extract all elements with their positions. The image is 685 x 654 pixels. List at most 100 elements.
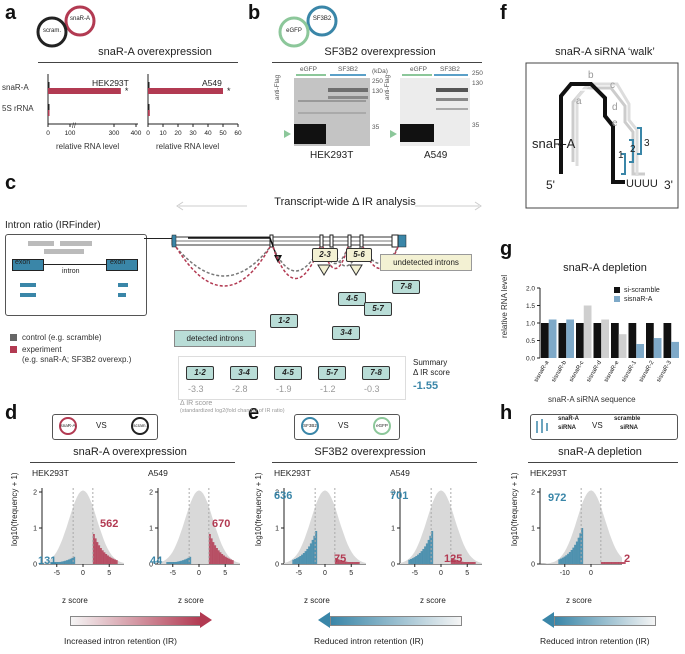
summary-intron-7-8: 7-8 — [362, 366, 390, 380]
hist-h1-tailbar-low-7 — [568, 552, 571, 564]
hist-e1-tailbar-low-5 — [306, 548, 309, 564]
intron-tag-7-8: 7-8 — [392, 280, 420, 294]
panel-b-plasmids — [278, 5, 338, 48]
hist-e2-tailbar-low-11 — [411, 558, 414, 564]
hist-h1-tailbar-high-12 — [621, 562, 624, 564]
hist-d1-yticklabel-0: 0 — [33, 562, 37, 569]
blot2-lane-egfp: eGFP — [410, 66, 427, 73]
blot2-membrane — [400, 78, 470, 146]
panel-e-vs: VS — [338, 421, 349, 430]
panel-a-bar-1-1-1 — [148, 110, 150, 116]
summary-score-3-4: -2.8 — [232, 384, 248, 394]
hist-d1-tailbar-high-2 — [96, 542, 99, 564]
panel-f-num-3: 3 — [644, 138, 650, 149]
hist-d1-tailbar-high-7 — [105, 554, 108, 564]
undetected-markers — [317, 264, 363, 276]
hist-h1-tailbar-high-1 — [602, 562, 605, 564]
panel-a-bar-0-1-1 — [48, 110, 50, 116]
hist-d1-tailbar-low-1 — [71, 557, 74, 564]
hist-d2-tailbar-high-3 — [214, 545, 217, 564]
hist-h1-tailbar-low-1 — [579, 533, 582, 564]
panel-c-title: Transcript-wide Δ IR analysis — [274, 196, 416, 208]
hist-e1-tailbar-high-2 — [338, 559, 341, 564]
panel-f-tail: UUUU — [626, 178, 658, 190]
hist-d1-tailbar-high-10 — [110, 557, 113, 564]
panel-f-rna-label: snaR-A — [532, 136, 576, 151]
intron-tag-3-4: 3-4 — [332, 326, 360, 340]
panel-e-plasmid2-label: eGFP — [376, 423, 388, 428]
hist-e1-tailbar-high-12 — [355, 562, 358, 564]
legend-experiment: experiment — [22, 345, 62, 354]
hist-e2-tailbar-low-8 — [417, 554, 420, 564]
hist-d1-tailbar-low-0 — [73, 556, 76, 564]
panel-e-cell2: A549 — [390, 468, 410, 478]
legend-control: control (e.g. scramble) — [22, 333, 102, 342]
panel-f-letter-d: d — [612, 102, 618, 113]
panel-h-si1b: siRNA — [558, 425, 577, 431]
irfinder-exon-2: exon — [110, 259, 126, 266]
blot1-lane-egfp-bar — [296, 74, 326, 76]
hist-h1-yticklabel-0: 0 — [531, 562, 535, 569]
panel-a-ticklabel-1-2: 20 — [174, 130, 182, 137]
hist-e1-tailbar-low-6 — [304, 551, 307, 564]
hist-h1-tailbar-high-13 — [623, 562, 626, 564]
panel-a-axis-break-icon: // — [72, 123, 76, 130]
panel-f-3prime: 3' — [664, 178, 673, 192]
panel-g-bar-4-1 — [618, 334, 627, 358]
hist-d2-tailbar-high-4 — [215, 547, 218, 564]
hist-d2-tailbar-low-2 — [185, 558, 188, 564]
panel-a-ticklabel-0-1: 100 — [65, 130, 76, 137]
panel-g-bar-0-0 — [541, 323, 549, 358]
summary-intron-5-7: 5-7 — [318, 366, 346, 380]
hist-h1-tailbar-low-4 — [574, 544, 577, 564]
hist-d1-tailbar-low-7 — [60, 561, 63, 564]
panel-d-title-rule — [30, 462, 235, 463]
panel-g-xticklabel-7: sisnaR-3 — [656, 359, 673, 383]
hist-e1-tailbar-high-9 — [350, 562, 353, 564]
blot2-marker-35: 35 — [472, 122, 480, 129]
hist-h1-tailbar-low-13 — [558, 559, 561, 564]
hist-e2-yticklabel-0: 0 — [391, 562, 395, 569]
summary-label-2: Δ IR score — [413, 368, 450, 377]
hist-e2-tailbar-low-2 — [427, 539, 430, 564]
panel-a-chart: 0 100 300 400 * 0 10 20 30 40 50 60 * // — [46, 74, 242, 137]
hist-e2-yticklabel-1: 1 — [391, 526, 395, 533]
irfinder-connector — [144, 238, 188, 239]
panel-h-si1a: snaR-A — [558, 416, 580, 422]
panel-a-title-rule — [38, 62, 238, 63]
plasmid-egfp-icon — [278, 16, 310, 48]
hist-d1-tailbar-low-4 — [66, 560, 69, 564]
panel-g-bar-7-0 — [663, 323, 672, 358]
panel-d-hist-hek: 0 1 2 -5 0 5 — [33, 488, 124, 577]
panel-h-xlabel: z score — [566, 596, 592, 605]
hist-e2-xticklabel-0: -5 — [412, 570, 418, 577]
hist-d2-yticklabel-0: 0 — [149, 562, 153, 569]
summary-box — [178, 356, 406, 400]
panel-a-bar-0-1-0 — [48, 104, 50, 110]
panel-h-sirna-icon — [536, 419, 548, 433]
panel-label-b: b — [248, 2, 261, 24]
score-note: (standardized log2(fold change) of IR ra… — [180, 408, 285, 414]
hist-e1-density — [284, 490, 366, 564]
hist-e2-tailbar-high-5 — [459, 561, 462, 564]
blot2-marker-130: 130 — [472, 80, 483, 87]
panel-g-legend-swatch-0 — [614, 287, 620, 293]
panel-h-ylabel: log10(frequency + 1) — [510, 472, 519, 546]
hist-d1-tailbar-high-6 — [103, 552, 106, 564]
legend-experiment-swatch — [10, 346, 17, 353]
panel-g-xticklabel-6: sisnaR-2 — [638, 359, 655, 383]
hist-d1-tailbar-high-8 — [106, 555, 109, 564]
panel-g-xticklabel-5: sisnaR-1 — [621, 359, 638, 383]
panel-d-plasmid1-label: snaR-A — [60, 423, 76, 428]
hist-e1-tailbar-low-4 — [308, 546, 311, 564]
hist-d2-tailbar-low-11 — [169, 562, 172, 564]
irfinder-exon-1: exon — [15, 259, 31, 266]
panel-label-g: g — [500, 238, 513, 260]
panel-e-low1: 636 — [274, 490, 293, 502]
panel-h-title-rule — [528, 462, 678, 463]
panel-e-ylabel: log10(frequency + 1) — [254, 472, 263, 546]
panel-e-plasmid1-label: SF3B2 — [303, 423, 317, 428]
panel-label-f: f — [500, 2, 507, 24]
blot1-arrowhead-icon — [284, 130, 291, 138]
